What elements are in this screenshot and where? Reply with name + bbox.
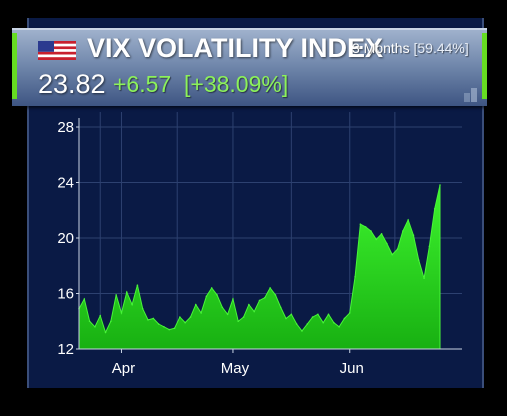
data-point	[439, 184, 441, 186]
data-point	[407, 219, 409, 221]
data-point	[237, 320, 240, 323]
data-point	[327, 313, 330, 316]
data-point	[380, 233, 383, 235]
data-point	[221, 306, 224, 309]
data-point	[279, 306, 282, 309]
data-point	[311, 316, 314, 318]
data-point	[301, 330, 303, 332]
data-point	[396, 248, 399, 250]
data-point	[364, 226, 367, 228]
data-point	[370, 230, 372, 232]
y-tick-label: 24	[57, 175, 74, 192]
data-point	[242, 316, 245, 318]
data-point	[375, 238, 378, 241]
quote-header: VIX VOLATILITY INDEX 3 Months [59.44%] 2…	[12, 28, 487, 106]
data-point	[412, 234, 415, 237]
period-range: 3 Months	[352, 40, 410, 56]
data-point	[354, 276, 356, 278]
data-point	[210, 287, 213, 289]
data-point	[125, 291, 128, 293]
data-point	[168, 328, 171, 331]
data-point	[99, 314, 102, 317]
data-point	[226, 313, 229, 316]
area-series	[78, 184, 441, 350]
data-point	[264, 296, 266, 299]
data-point	[194, 303, 197, 306]
data-point	[423, 277, 425, 280]
data-point	[152, 317, 155, 320]
data-point	[232, 298, 234, 300]
data-point	[322, 321, 325, 324]
header-accent-right	[482, 33, 487, 99]
data-point	[253, 310, 255, 313]
y-tick-label: 20	[57, 230, 74, 247]
data-point	[179, 316, 181, 318]
data-point	[274, 294, 277, 296]
data-point	[295, 323, 298, 325]
data-point	[83, 298, 86, 300]
data-point	[131, 303, 133, 306]
data-point	[120, 312, 123, 314]
data-point	[258, 299, 261, 302]
y-tick-label: 16	[57, 286, 74, 303]
index-title: VIX VOLATILITY INDEX	[87, 33, 384, 63]
data-point	[157, 323, 160, 325]
data-point	[110, 320, 112, 323]
data-point	[317, 313, 319, 316]
x-tick-label: May	[221, 360, 250, 377]
data-point	[115, 294, 117, 296]
data-point	[386, 242, 388, 245]
price-change-percent: [+38.09%]	[184, 71, 289, 97]
data-point	[285, 317, 287, 320]
data-point	[428, 245, 431, 248]
data-point	[343, 317, 346, 320]
data-point	[184, 321, 186, 324]
data-point	[147, 319, 149, 321]
data-point	[359, 223, 362, 225]
data-point	[200, 312, 202, 314]
price-change: +6.57	[113, 71, 172, 97]
header-accent-left	[12, 33, 17, 99]
data-point	[94, 326, 96, 328]
data-point	[216, 294, 218, 296]
period-label: 3 Months [59.44%]	[352, 40, 469, 56]
data-point	[269, 287, 271, 289]
data-point	[205, 295, 208, 298]
data-point	[338, 326, 340, 328]
last-price: 23.82	[38, 69, 106, 99]
data-point	[248, 303, 250, 306]
y-tick-label: 12	[57, 341, 74, 358]
data-point	[163, 326, 165, 328]
us-flag-icon	[38, 41, 76, 60]
data-point	[141, 307, 144, 310]
axes	[76, 118, 462, 353]
data-point	[333, 321, 335, 324]
data-point	[417, 259, 420, 262]
data-point	[104, 331, 107, 334]
data-point	[136, 284, 139, 286]
y-tick-label: 28	[57, 119, 74, 136]
data-point	[348, 312, 351, 314]
data-point	[391, 253, 394, 256]
data-point	[173, 327, 176, 329]
data-point	[306, 323, 309, 325]
data-point	[88, 320, 91, 323]
period-change: [59.44%]	[413, 40, 469, 56]
area-fill	[78, 184, 441, 350]
x-tick-label: Jun	[340, 360, 364, 377]
resize-grip-icon	[464, 88, 477, 102]
data-point	[189, 316, 192, 318]
x-tick-label: Apr	[112, 360, 135, 377]
data-point	[402, 230, 404, 232]
data-point	[290, 313, 293, 316]
tick-labels: 12 16 20 24 28 Apr May Jun	[57, 119, 364, 377]
data-point	[433, 208, 436, 210]
